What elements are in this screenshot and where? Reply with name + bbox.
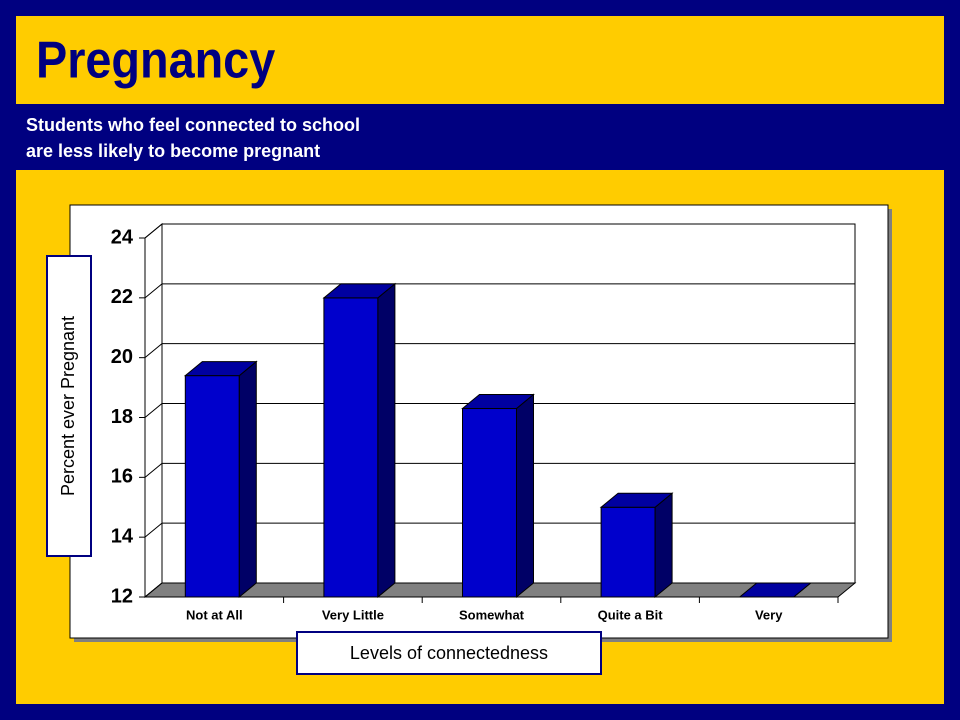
x-axis-label: Levels of connectedness: [350, 643, 548, 663]
bar-front: [462, 408, 517, 598]
bar-side: [377, 282, 396, 599]
subtitle-line: are less likely to become pregnant: [26, 141, 320, 161]
y-tick-label: 14: [111, 525, 134, 547]
bar-top: [599, 492, 674, 508]
y-tick-label: 24: [111, 226, 134, 248]
x-tick-label: Not at All: [186, 607, 243, 622]
y-label-box: [46, 255, 92, 557]
grid-line: [144, 403, 855, 418]
grid-line: [144, 462, 855, 478]
bar-side: [654, 492, 673, 599]
y-tick-label: 18: [111, 406, 133, 428]
subtitle-line: Students who feel connected to school: [26, 115, 360, 135]
grid-line: [144, 283, 855, 299]
y-tick-label: 20: [111, 346, 133, 368]
x-tick-label: Very Little: [322, 607, 384, 622]
slide-title: Pregnancy: [36, 31, 276, 89]
plot: 12 14 16 18 20 22 24 Not at All Very Little Somew…: [111, 222, 857, 622]
bar-side: [516, 393, 534, 599]
x-tick-label: Quite a Bit: [598, 607, 664, 622]
x-tick-label: Somewhat: [459, 607, 525, 622]
bar-top: [183, 361, 258, 377]
bar-front: [184, 375, 240, 598]
grid-line: [144, 223, 855, 239]
y-axis-label: Percent ever Pregnant: [58, 316, 78, 496]
bar-top: [322, 283, 397, 299]
y-tick-label: 12: [111, 585, 133, 607]
bar-front: [323, 297, 379, 598]
bar-side: [238, 360, 257, 599]
x-tick-label: Very: [755, 607, 783, 622]
x-label-box: [296, 631, 602, 675]
title-band: [16, 16, 944, 104]
y-tick-label: 22: [111, 286, 133, 308]
grid-line: [144, 343, 855, 359]
bar-front: [600, 506, 656, 598]
bar-top: [461, 394, 535, 410]
y-tick-label: 16: [111, 466, 133, 488]
bar-top: [738, 582, 813, 598]
